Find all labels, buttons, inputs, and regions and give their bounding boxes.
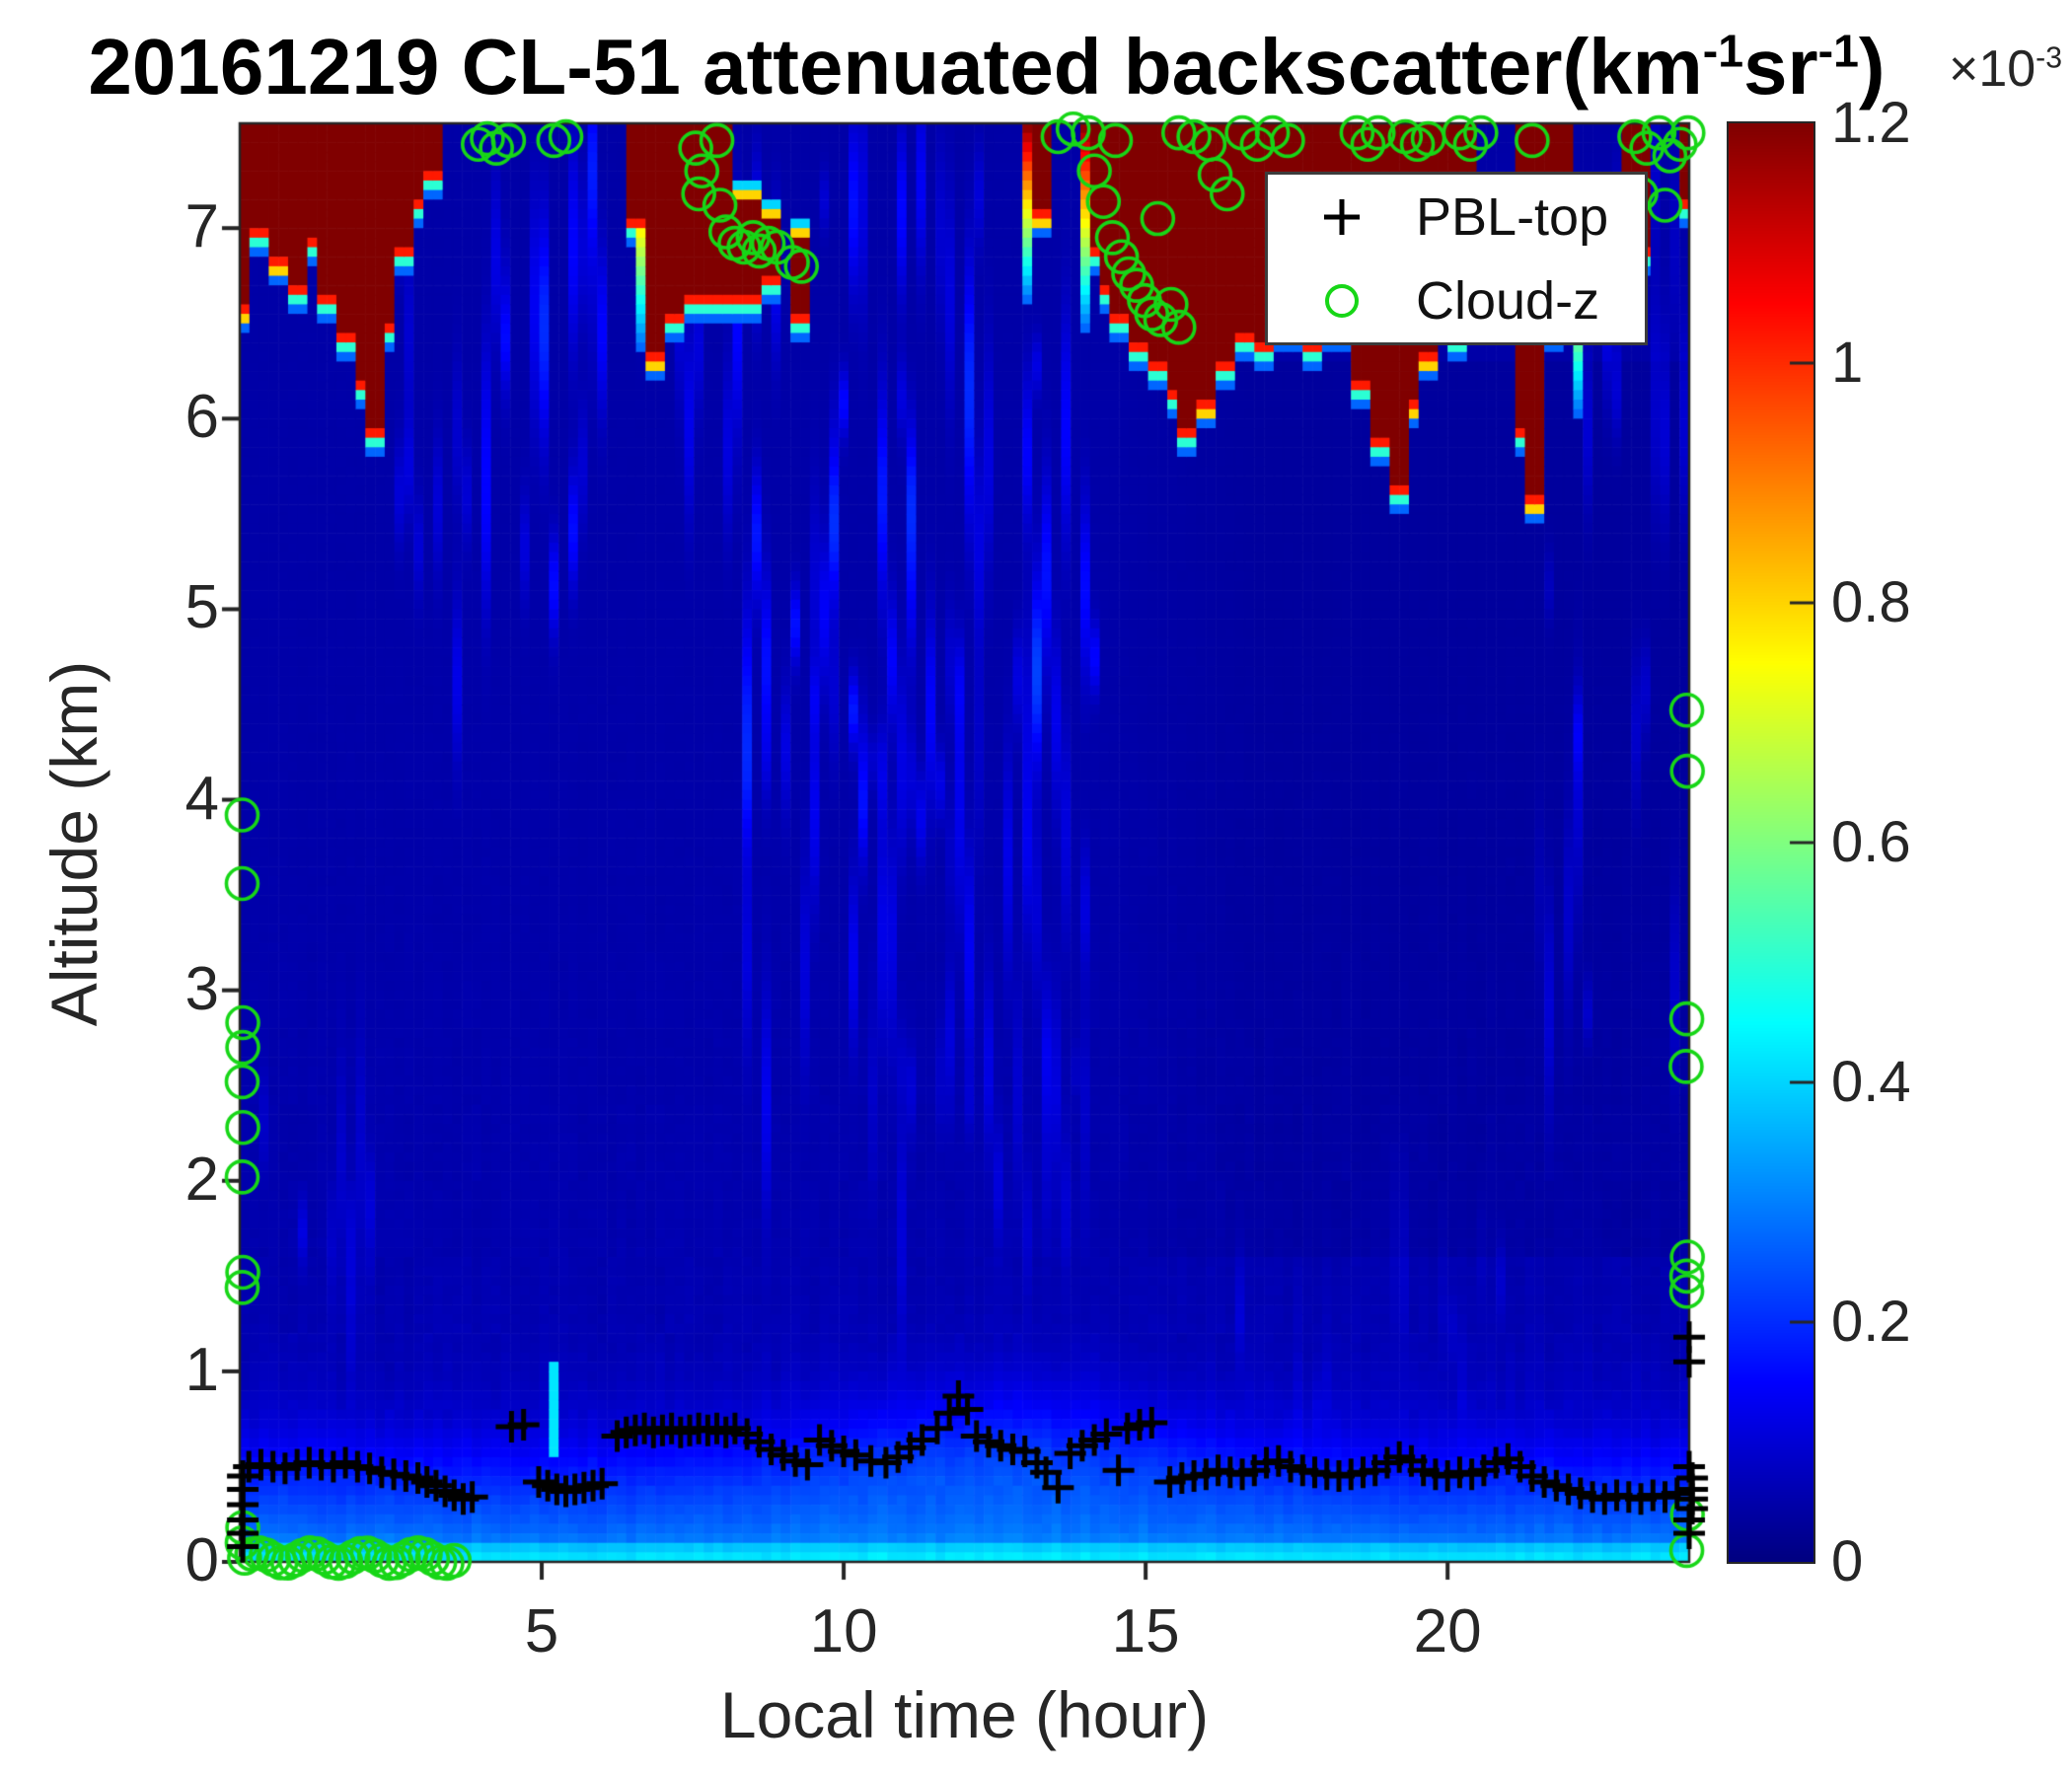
text-run: ×10 xyxy=(1948,40,2036,98)
legend: PBL-top Cloud-z xyxy=(1265,172,1648,345)
colorbar-tick-label: 0 xyxy=(1831,1529,1864,1593)
colorbar-tick-label: 0.2 xyxy=(1831,1290,1911,1354)
y-tick-label: 7 xyxy=(185,192,219,261)
x-tick-label: 10 xyxy=(809,1597,878,1665)
y-tick-label: 0 xyxy=(185,1526,219,1594)
y-tick-label: 3 xyxy=(185,954,219,1023)
x-axis-label: Local time (hour) xyxy=(719,1678,1210,1751)
colorbar-tick-label: 0.8 xyxy=(1831,570,1911,634)
colorbar xyxy=(1727,121,1815,1564)
y-tick-label: 5 xyxy=(185,573,219,642)
legend-label: Cloud-z xyxy=(1416,270,1600,331)
x-tick-label: 5 xyxy=(524,1597,559,1665)
colorbar-exponent-label: ×10-3 xyxy=(1847,39,2062,99)
superscript: -1 xyxy=(1702,25,1744,77)
x-tick-label: 15 xyxy=(1111,1597,1180,1665)
y-tick-label: 6 xyxy=(185,383,219,452)
superscript: -1 xyxy=(1817,25,1859,77)
x-tick-label: 20 xyxy=(1413,1597,1482,1665)
superscript: -3 xyxy=(2035,41,2062,75)
colorbar-tick-label: 0.6 xyxy=(1831,810,1911,874)
colorbar-tick-label: 1.2 xyxy=(1831,91,1911,155)
y-tick-label: 4 xyxy=(185,764,219,833)
y-tick-label: 2 xyxy=(185,1145,219,1214)
circle-icon xyxy=(1268,279,1416,323)
legend-label: PBL-top xyxy=(1416,186,1609,247)
y-tick-label: 1 xyxy=(185,1335,219,1404)
text-run: sr xyxy=(1743,23,1818,111)
colorbar-tick-label: 0.4 xyxy=(1831,1050,1911,1114)
legend-item-pbl-top: PBL-top xyxy=(1268,175,1645,259)
plus-icon xyxy=(1268,194,1416,240)
colorbar-tick-label: 1 xyxy=(1831,331,1864,395)
colorbar-canvas xyxy=(1729,123,1813,1562)
legend-item-cloud-z: Cloud-z xyxy=(1268,259,1645,342)
text-run: ) xyxy=(1858,23,1886,111)
